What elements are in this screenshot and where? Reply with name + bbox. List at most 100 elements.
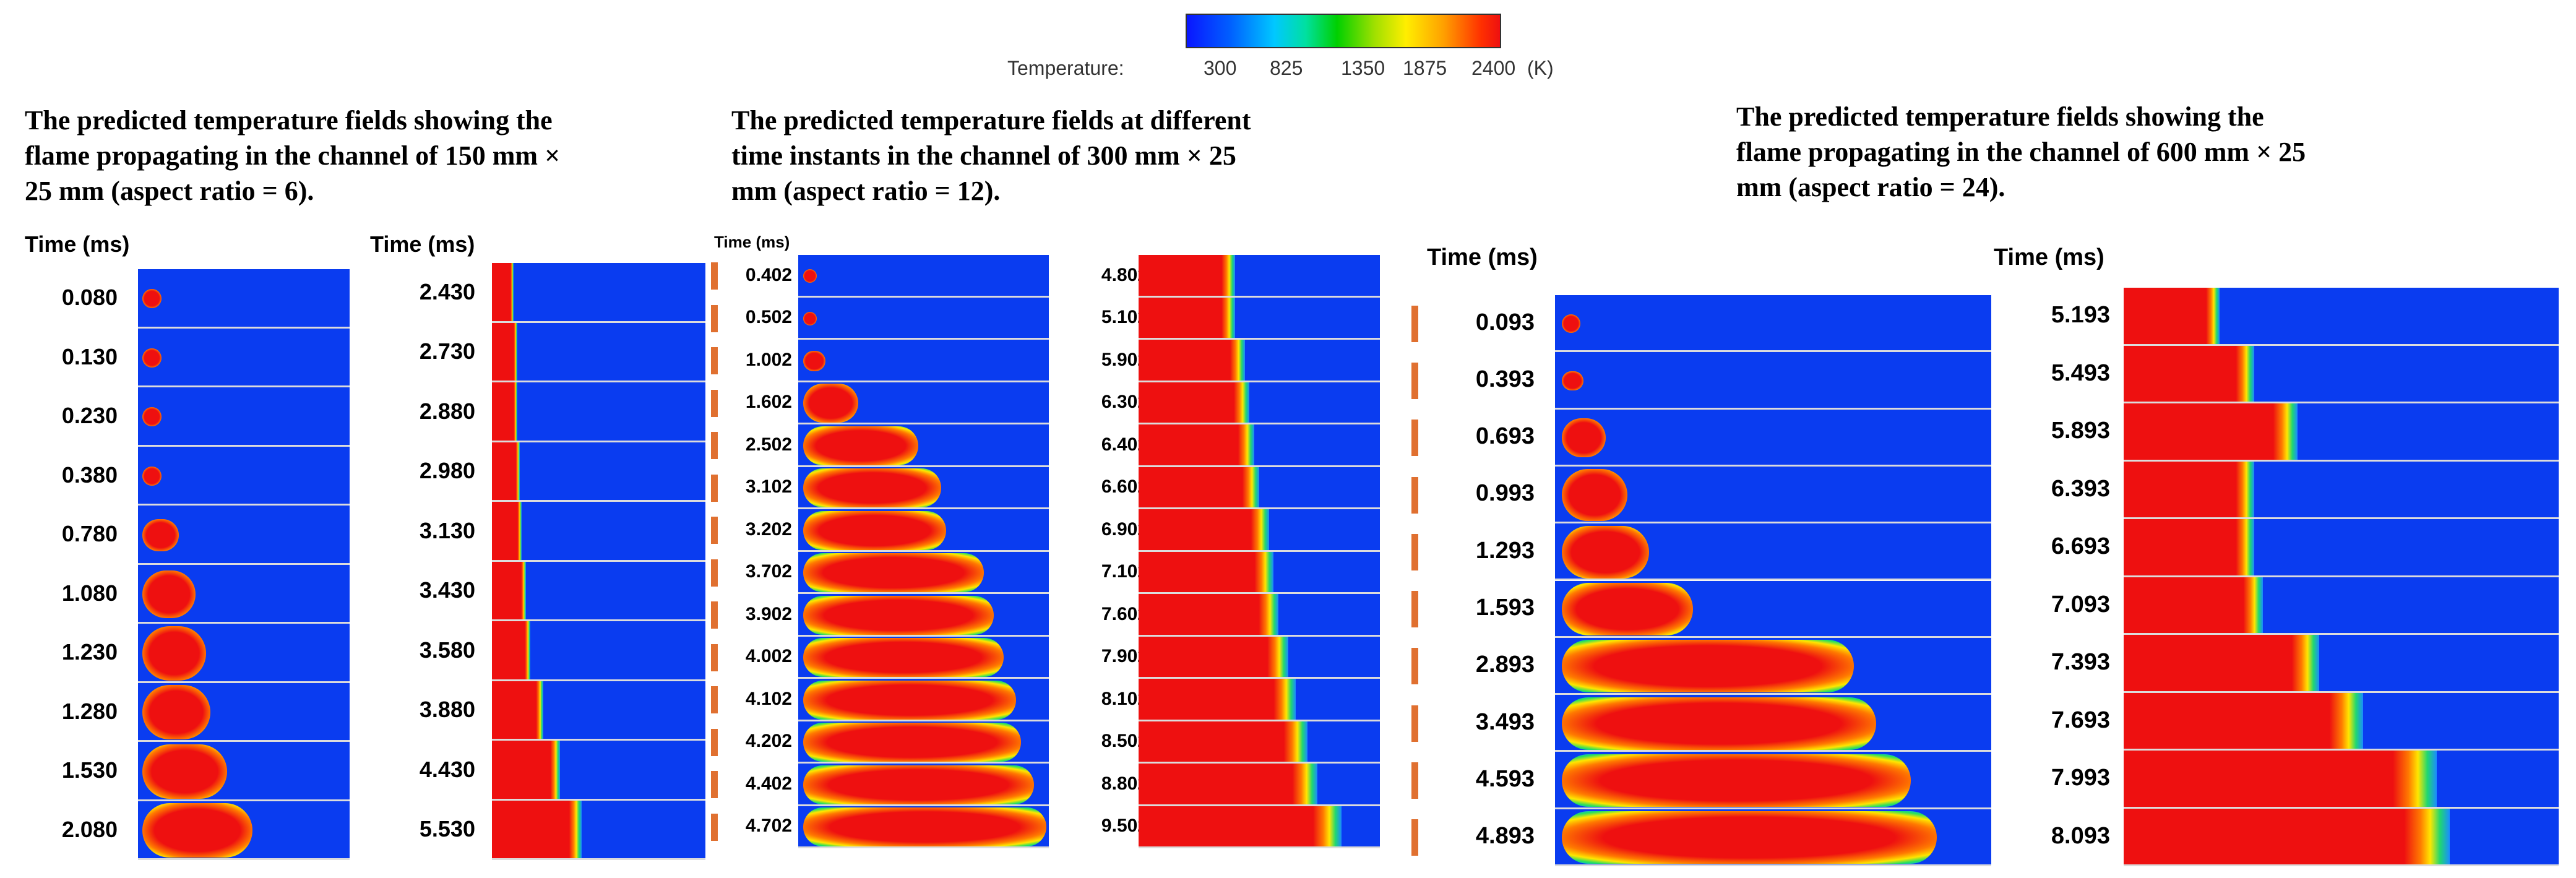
temperature-field-panel <box>1139 382 1380 424</box>
flame-front <box>492 681 543 739</box>
time-label: 0.080 <box>61 285 118 311</box>
time-label: 3.430 <box>419 577 475 603</box>
flame-front <box>492 442 520 500</box>
flame-kernel <box>1562 525 1650 579</box>
flame-kernel <box>1562 371 1584 391</box>
row-tick-mark <box>711 601 718 629</box>
temperature-field-panel <box>1555 809 1991 866</box>
flame-front <box>492 502 522 560</box>
colorbar-tick: 300 <box>1204 57 1237 79</box>
flame-front <box>1139 594 1279 635</box>
temperature-field-panel <box>1139 679 1380 721</box>
flame-front <box>1139 509 1269 550</box>
time-label: 6.602 <box>1101 476 1148 497</box>
flame-kernel <box>142 626 206 681</box>
temperature-field-panel <box>492 322 705 382</box>
row-tick-mark <box>1411 305 1418 342</box>
flame-front <box>1139 764 1317 804</box>
flame-kernel <box>142 744 228 799</box>
time-label: 2.730 <box>419 338 475 364</box>
temperature-field-panel <box>492 800 705 860</box>
time-label: 7.902 <box>1101 646 1148 667</box>
time-label: 0.093 <box>1475 309 1535 335</box>
time-label: 2.893 <box>1475 652 1535 678</box>
flame-front <box>1139 551 1274 592</box>
flame-kernel <box>803 384 859 423</box>
temperature-field-panel <box>1139 806 1380 848</box>
temperature-field-panel <box>1139 551 1380 594</box>
time-label: 3.102 <box>745 476 792 497</box>
time-column-header: Time (ms) <box>714 233 790 251</box>
flame-kernel <box>142 570 196 618</box>
temperature-field-panel <box>798 509 1049 552</box>
time-label: 0.230 <box>61 403 118 429</box>
temperature-field-panel <box>1139 764 1380 806</box>
flame-front <box>2124 635 2320 691</box>
time-label: 3.580 <box>419 637 475 663</box>
flame-front <box>492 561 527 619</box>
flame-kernel <box>1562 418 1606 458</box>
temperature-field-panel <box>798 551 1049 594</box>
time-label: 4.593 <box>1475 765 1535 792</box>
row-tick-mark <box>1411 591 1418 628</box>
row-tick-mark <box>711 686 718 714</box>
time-label: 3.493 <box>1475 708 1535 735</box>
flame-front <box>492 322 518 381</box>
temperature-field-panel <box>798 467 1049 509</box>
time-label: 2.080 <box>61 816 118 842</box>
time-label: 5.902 <box>1101 349 1148 370</box>
row-tick-mark <box>711 643 718 671</box>
time-label: 6.393 <box>2051 475 2110 502</box>
temperature-field-panel <box>138 742 350 801</box>
flame-kernel <box>803 426 919 465</box>
temperature-field-panel <box>798 806 1049 848</box>
section-1-title: The predicted temperature fields showing… <box>25 105 561 206</box>
time-label: 9.502 <box>1101 816 1148 837</box>
temperature-field-panel <box>2124 403 2559 462</box>
temperature-field-panel <box>492 561 705 621</box>
temperature-field-panel <box>1555 295 1991 353</box>
flame-kernel <box>803 638 1004 678</box>
flame-front <box>1139 424 1255 465</box>
temperature-field-panel <box>1139 594 1380 637</box>
time-label: 5.493 <box>2051 359 2110 386</box>
colorbar-label: Temperature: <box>1007 57 1124 79</box>
time-label: 4.202 <box>745 731 792 752</box>
temperature-field-panel <box>1139 636 1380 679</box>
temperature-field-panel <box>798 340 1049 382</box>
temperature-field-panel <box>2124 692 2559 751</box>
time-label: 6.902 <box>1101 519 1148 540</box>
temperature-field-panel <box>1555 352 1991 410</box>
temperature-field-panel <box>1555 752 1991 809</box>
time-column-header: Time (ms) <box>1427 244 1538 270</box>
row-tick-mark <box>1411 705 1418 742</box>
flame-front <box>492 263 514 321</box>
flame-front <box>1139 806 1342 846</box>
flame-front <box>2124 808 2450 864</box>
row-tick-mark <box>1411 362 1418 399</box>
temperature-field-panel <box>492 502 705 562</box>
time-label: 8.802 <box>1101 773 1148 794</box>
section-3-title: The predicted temperature fields showing… <box>1736 101 2306 202</box>
row-tick-mark <box>711 432 718 460</box>
row-tick-mark <box>1411 476 1418 514</box>
time-label: 4.002 <box>745 646 792 667</box>
temperature-field-panel <box>492 382 705 442</box>
time-label: 0.693 <box>1475 423 1535 450</box>
time-label: 2.502 <box>745 434 792 455</box>
flame-kernel <box>803 510 946 550</box>
time-label: 3.202 <box>745 519 792 540</box>
temperature-field-panel <box>2124 751 2559 809</box>
temperature-colorbar <box>1186 14 1501 48</box>
time-label: 4.430 <box>419 756 475 782</box>
flame-front <box>1139 297 1235 338</box>
temperature-field-panel <box>798 679 1049 721</box>
temperature-field-panel <box>1139 424 1380 467</box>
row-tick-mark <box>1411 762 1418 799</box>
time-label: 5.530 <box>419 816 475 842</box>
time-label: 6.402 <box>1101 434 1148 455</box>
temperature-field-panel <box>798 764 1049 806</box>
time-label: 2.880 <box>419 398 475 424</box>
temperature-field-panel <box>1139 509 1380 552</box>
temperature-field-panel <box>798 382 1049 424</box>
